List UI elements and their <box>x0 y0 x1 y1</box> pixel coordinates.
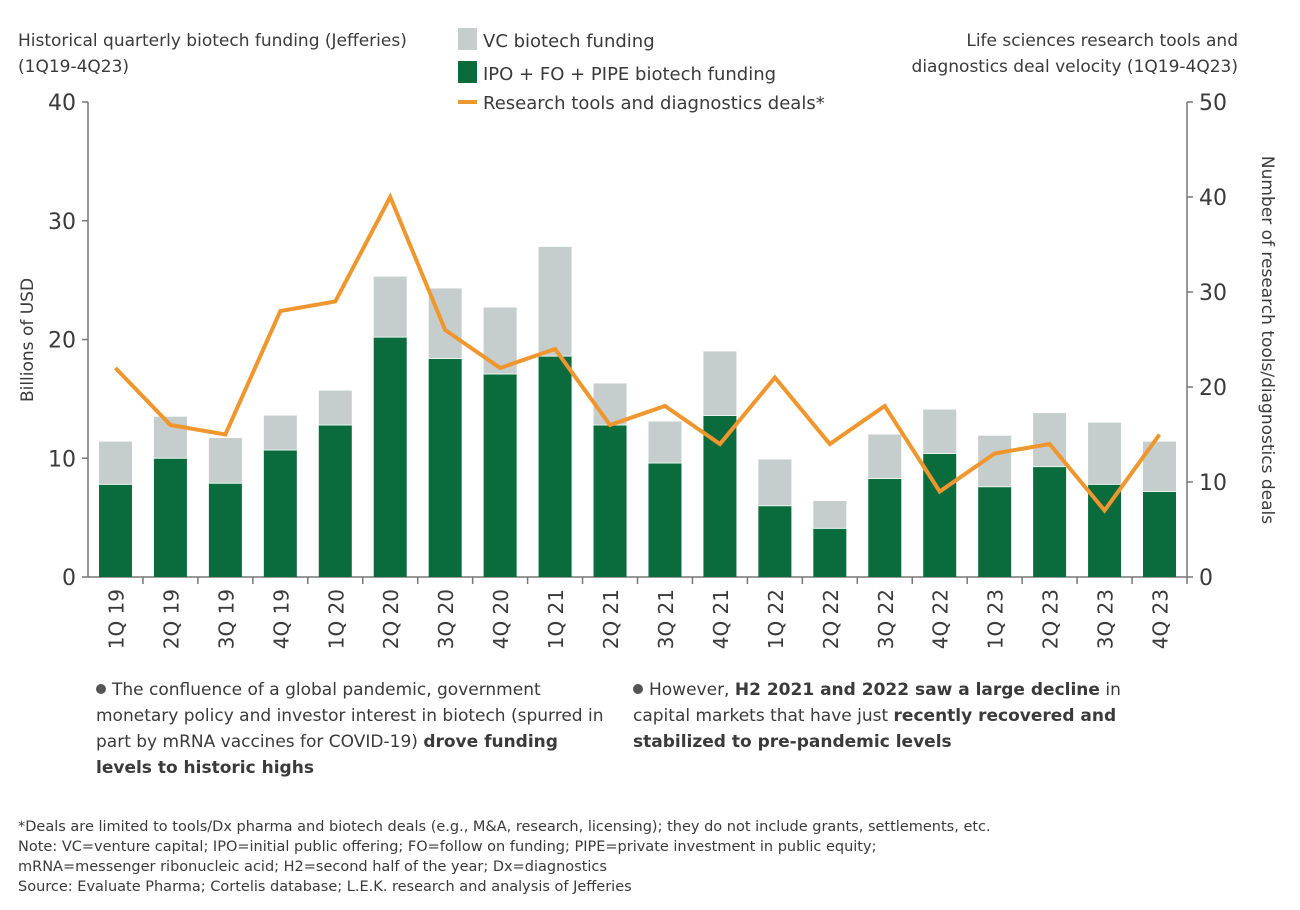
right-tick-label: 10 <box>1199 471 1227 496</box>
bullet-dot-icon <box>633 684 643 694</box>
bar-ipo-fo-pipe <box>538 356 572 577</box>
deals-line <box>114 192 1162 514</box>
bar-vc <box>263 415 297 450</box>
x-tick-label: 2Q 23 <box>1039 589 1063 649</box>
bullet-text: H2 2021 and 2022 saw a large decline <box>734 680 1100 700</box>
left-tick-label: 30 <box>48 210 76 235</box>
y-axis-label: Billions of USD <box>18 278 38 402</box>
bar-ipo-fo-pipe <box>98 484 132 577</box>
right-chart-title: Life sciences research tools and diagnos… <box>911 31 1238 77</box>
bar-vc <box>703 351 737 416</box>
bar-ipo-fo-pipe <box>318 425 352 577</box>
bullet-text: in capital markets that have just <box>633 680 1121 726</box>
bullet-text: However, <box>649 680 735 700</box>
bar-ipo-fo-pipe <box>703 415 737 577</box>
left-tick-label: 0 <box>62 566 76 591</box>
right-tick-label: 20 <box>1199 376 1227 401</box>
bar-vc <box>758 459 792 506</box>
bar-ipo-fo-pipe <box>1143 491 1177 577</box>
bar-ipo-fo-pipe <box>593 425 627 577</box>
footnotes: *Deals are limited to tools/Dx pharma an… <box>18 817 991 897</box>
bar-vc <box>373 276 407 338</box>
x-tick-label: 1Q 23 <box>984 589 1008 649</box>
x-tick-label: 2Q 21 <box>599 589 623 649</box>
bar-ipo-fo-pipe <box>263 449 297 577</box>
bar-vc <box>923 409 957 454</box>
bullet-text: drove funding levels to historic highs <box>96 732 558 778</box>
bar-ipo-fo-pipe <box>1033 466 1067 577</box>
x-tick-label: 3Q 19 <box>214 589 238 649</box>
bar-ipo-fo-pipe <box>813 528 847 577</box>
legend-group: VC biotech funding IPO + FO + PIPE biotec… <box>458 28 825 114</box>
bar-vc <box>208 438 242 484</box>
footnote-note-cont: mRNA=messenger ribonucleic acid; H2=seco… <box>18 859 607 875</box>
bar-vc <box>1088 422 1122 485</box>
bar-ipo-fo-pipe <box>483 373 517 577</box>
bar-ipo-fo-pipe <box>868 478 902 577</box>
legend-swatch <box>458 28 477 50</box>
bar-vc <box>868 434 902 479</box>
footnote-deals: *Deals are limited to tools/Dx pharma an… <box>18 819 991 835</box>
legend-line-swatch <box>458 100 477 104</box>
bar-ipo-fo-pipe <box>208 483 242 577</box>
bullet-text: The confluence of a global pandemic, gov… <box>96 680 604 752</box>
x-tick-label: 3Q 22 <box>874 589 898 649</box>
legend-label: Research tools and diagnostics deals* <box>483 93 825 114</box>
bullet-text: recently recovered and stabilized to pre… <box>633 706 1117 752</box>
bar-vc <box>98 441 132 485</box>
x-tick-label: 4Q 20 <box>489 589 513 649</box>
x-tick-label: 2Q 22 <box>819 589 843 649</box>
right-tick-label: 0 <box>1199 566 1213 591</box>
legend-label: VC biotech funding <box>483 31 655 52</box>
x-tick-label: 3Q 21 <box>654 589 678 649</box>
bar-ipo-fo-pipe <box>758 505 792 577</box>
bar-ipo-fo-pipe <box>153 458 187 577</box>
footnote-source: Source: Evaluate Pharma; Cortelis databa… <box>18 879 632 895</box>
right-tick-label: 50 <box>1199 91 1227 116</box>
bar-vc <box>318 390 352 425</box>
bullet-dot-icon <box>96 684 106 694</box>
footnote-note: Note: VC=venture capital; IPO=initial pu… <box>18 839 877 855</box>
bar-vc <box>593 383 627 425</box>
legend-label: IPO + FO + PIPE biotech funding <box>483 64 776 85</box>
x-tick-label: 4Q 21 <box>709 589 733 649</box>
x-tick-label: 3Q 20 <box>434 589 458 649</box>
legend-swatch <box>458 61 477 83</box>
x-tick-label: 4Q 23 <box>1149 589 1173 649</box>
bar-vc <box>648 421 682 463</box>
x-tick-label: 1Q 20 <box>324 589 348 649</box>
left-tick-label: 20 <box>48 329 76 354</box>
x-tick-label: 4Q 22 <box>929 589 953 649</box>
bar-vc <box>813 501 847 529</box>
bar-ipo-fo-pipe <box>428 358 462 577</box>
right-tick-label: 40 <box>1199 186 1227 211</box>
x-tick-label: 4Q 19 <box>269 589 293 649</box>
x-tick-label: 3Q 23 <box>1094 589 1118 649</box>
bullet-1: The confluence of a global pandemic, gov… <box>96 677 606 781</box>
bar-vc <box>538 246 572 357</box>
left-tick-label: 10 <box>48 447 76 472</box>
y-axis-label-right: Number of research tools/diagnostics dea… <box>1257 156 1277 524</box>
bar-ipo-fo-pipe <box>373 337 407 577</box>
right-tick-label: 30 <box>1199 281 1227 306</box>
bar-ipo-fo-pipe <box>648 463 682 577</box>
bullet-2: However, H2 2021 and 2022 saw a large de… <box>633 677 1173 755</box>
x-tick-label: 1Q 19 <box>104 589 128 649</box>
x-tick-label: 1Q 21 <box>544 589 568 649</box>
left-tick-label: 40 <box>48 91 76 116</box>
bar-ipo-fo-pipe <box>978 486 1012 577</box>
x-tick-label: 2Q 20 <box>379 589 403 649</box>
x-tick-label: 1Q 22 <box>764 589 788 649</box>
left-chart-title: Historical quarterly biotech funding (Je… <box>18 31 407 77</box>
x-tick-label: 2Q 19 <box>159 589 183 649</box>
